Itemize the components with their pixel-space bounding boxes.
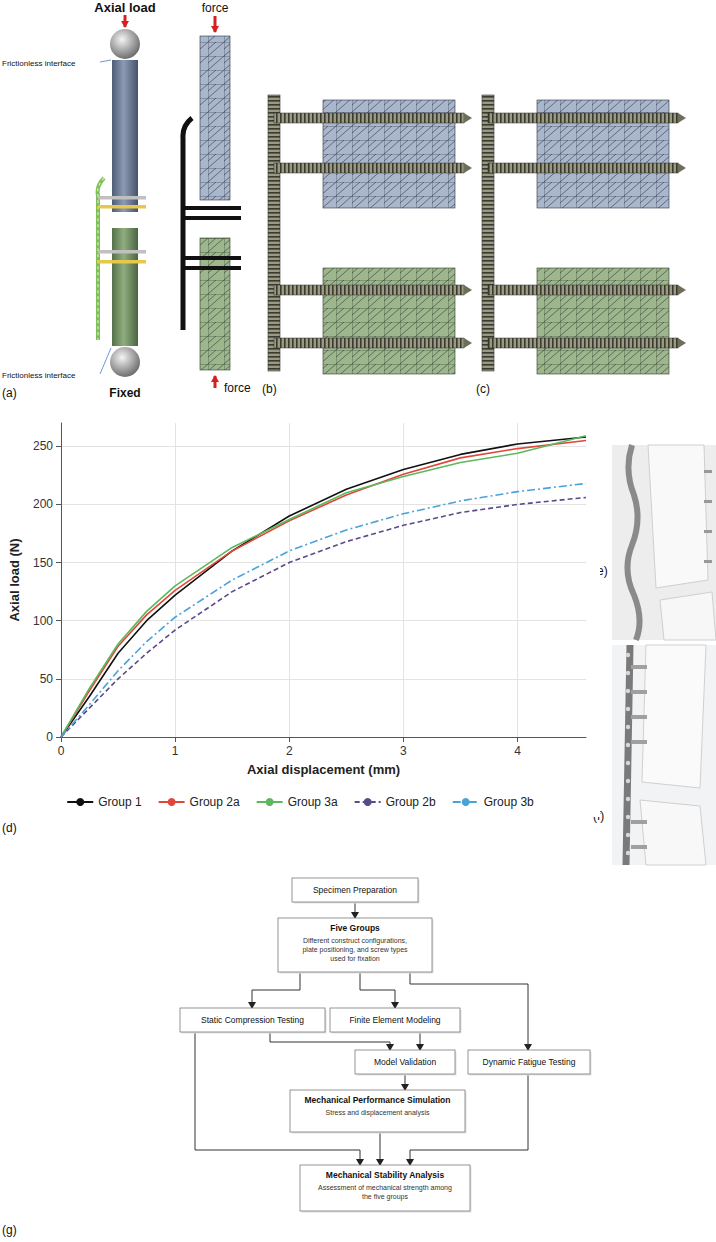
svg-text:Stress and displacement analys: Stress and displacement analysis bbox=[326, 1109, 430, 1117]
svg-text:Finite Element Modeling: Finite Element Modeling bbox=[349, 1015, 440, 1025]
svg-text:Group 2a: Group 2a bbox=[190, 795, 240, 809]
svg-text:(e): (e) bbox=[593, 564, 608, 578]
svg-text:Different construct configurat: Different construct configurations, bbox=[303, 937, 407, 945]
svg-text:used for fixation: used for fixation bbox=[330, 955, 380, 962]
svg-text:2: 2 bbox=[286, 744, 293, 758]
svg-text:the five groups: the five groups bbox=[362, 1193, 408, 1201]
svg-text:(d): (d) bbox=[2, 821, 17, 835]
svg-text:Frictionless interface: Frictionless interface bbox=[2, 371, 76, 380]
svg-text:(b): (b) bbox=[262, 382, 277, 396]
svg-text:force: force bbox=[202, 1, 229, 15]
svg-text:100: 100 bbox=[33, 614, 53, 628]
svg-text:0: 0 bbox=[58, 744, 65, 758]
svg-text:Mechanical Performance Simulat: Mechanical Performance Simulation bbox=[305, 1095, 451, 1105]
svg-text:3: 3 bbox=[400, 744, 407, 758]
svg-text:Axial displacement (mm): Axial displacement (mm) bbox=[247, 762, 400, 777]
svg-text:Five Groups: Five Groups bbox=[330, 923, 380, 933]
svg-text:1: 1 bbox=[172, 744, 179, 758]
svg-text:(c): (c) bbox=[476, 382, 490, 396]
svg-text:plate positioning, and screw t: plate positioning, and screw types bbox=[302, 946, 408, 954]
svg-text:Specimen Preparation: Specimen Preparation bbox=[313, 885, 397, 895]
svg-text:50: 50 bbox=[40, 672, 54, 686]
svg-text:Group 3a: Group 3a bbox=[288, 795, 338, 809]
svg-text:Frictionless interface: Frictionless interface bbox=[2, 59, 76, 68]
svg-text:Mechanical Stability Analysis: Mechanical Stability Analysis bbox=[326, 1170, 445, 1180]
svg-text:Assessment of mechanical stren: Assessment of mechanical strength among bbox=[318, 1184, 452, 1192]
svg-text:Axial load: Axial load bbox=[94, 0, 155, 15]
svg-text:250: 250 bbox=[33, 439, 53, 453]
svg-text:Group 1: Group 1 bbox=[98, 795, 142, 809]
svg-text:Model Validation: Model Validation bbox=[374, 1057, 436, 1067]
svg-text:(a): (a) bbox=[2, 386, 17, 400]
svg-text:Static Compression Testing: Static Compression Testing bbox=[201, 1015, 304, 1025]
svg-text:Group 3b: Group 3b bbox=[484, 795, 534, 809]
svg-text:200: 200 bbox=[33, 497, 53, 511]
svg-text:Dynamic Fatigue Testing: Dynamic Fatigue Testing bbox=[483, 1057, 576, 1067]
svg-text:150: 150 bbox=[33, 556, 53, 570]
svg-text:(g): (g) bbox=[2, 1223, 17, 1237]
svg-text:Fixed: Fixed bbox=[109, 386, 140, 400]
svg-text:4: 4 bbox=[514, 744, 521, 758]
svg-text:force: force bbox=[224, 381, 251, 395]
svg-text:Axial load (N): Axial load (N) bbox=[7, 538, 22, 621]
svg-text:Group 2b: Group 2b bbox=[386, 795, 436, 809]
svg-text:0: 0 bbox=[46, 730, 53, 744]
